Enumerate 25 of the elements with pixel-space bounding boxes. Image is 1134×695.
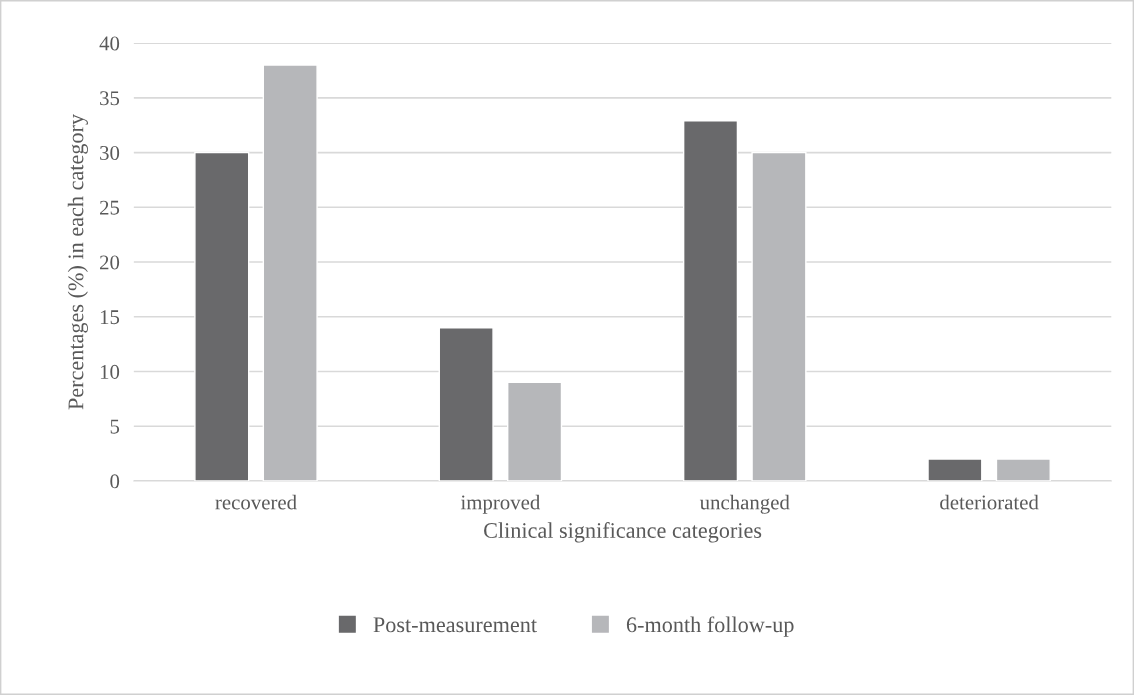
y-tick-label: 15 <box>100 310 120 325</box>
x-tick-label: improved <box>460 494 541 514</box>
bar <box>751 151 807 481</box>
y-tick-label: 30 <box>100 145 120 160</box>
y-tick-label: 0 <box>110 474 120 489</box>
bar <box>507 381 563 481</box>
y-tick-label: 35 <box>100 91 120 106</box>
x-tick-label: deteriorated <box>940 494 1039 510</box>
legend-label: Post-measurement <box>373 617 537 633</box>
y-tick-label: 40 <box>99 36 120 51</box>
bar <box>995 458 1051 481</box>
legend-label: 6-month follow-up <box>626 616 794 637</box>
bar <box>438 326 494 481</box>
bar <box>262 64 318 481</box>
bar <box>682 120 739 481</box>
y-tick-label: 20 <box>100 255 120 270</box>
y-tick-label: 10 <box>100 364 120 379</box>
y-axis-title: Percentages (%) in each category <box>67 114 88 410</box>
x-tick-label: unchanged <box>699 494 790 514</box>
y-tick-label: 5 <box>110 419 120 434</box>
x-axis-title: Clinical significance categories <box>484 522 762 543</box>
y-tick-label: 25 <box>100 200 120 215</box>
bar <box>927 458 983 481</box>
x-tick-label: recovered <box>215 494 297 510</box>
bar <box>194 151 250 481</box>
